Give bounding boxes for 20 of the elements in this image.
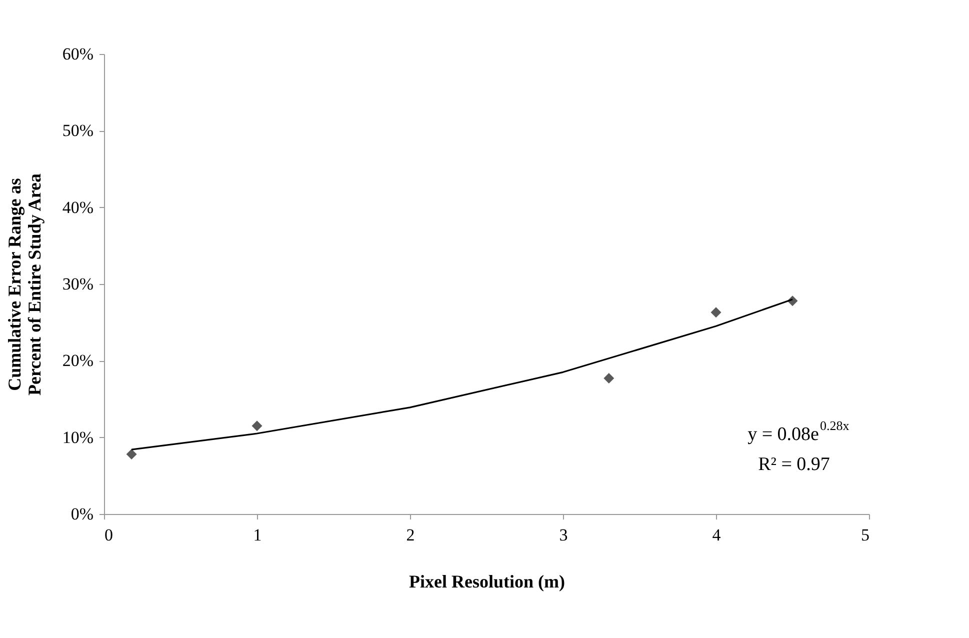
point	[252, 420, 262, 432]
x-tick-label: 3	[559, 526, 568, 544]
x-tick-label: 1	[253, 526, 262, 544]
y-tick-label: 50%	[62, 121, 94, 140]
y-tick-label: 0%	[70, 504, 94, 524]
y-tick-label: 40%	[62, 198, 94, 217]
x-tick-label: 4	[712, 526, 722, 544]
x-axis-title: Pixel Resolution (m)	[409, 572, 565, 592]
y-tick-label: 30%	[62, 274, 94, 294]
x-tick-label: 0	[104, 526, 113, 544]
y-tick-label: 10%	[62, 428, 94, 447]
x-tick-label: 2	[406, 526, 415, 544]
point	[126, 448, 137, 460]
y-tick-label: 60%	[62, 44, 94, 64]
y-tick-label: 20%	[62, 351, 94, 370]
point	[710, 307, 722, 318]
y-axis-title: Cumulative Error Range as Percent of Entire Study Area	[4, 174, 44, 396]
annotation: R² = 0.97	[758, 454, 830, 475]
x-tick-label: 5	[861, 526, 870, 544]
point	[604, 373, 614, 384]
